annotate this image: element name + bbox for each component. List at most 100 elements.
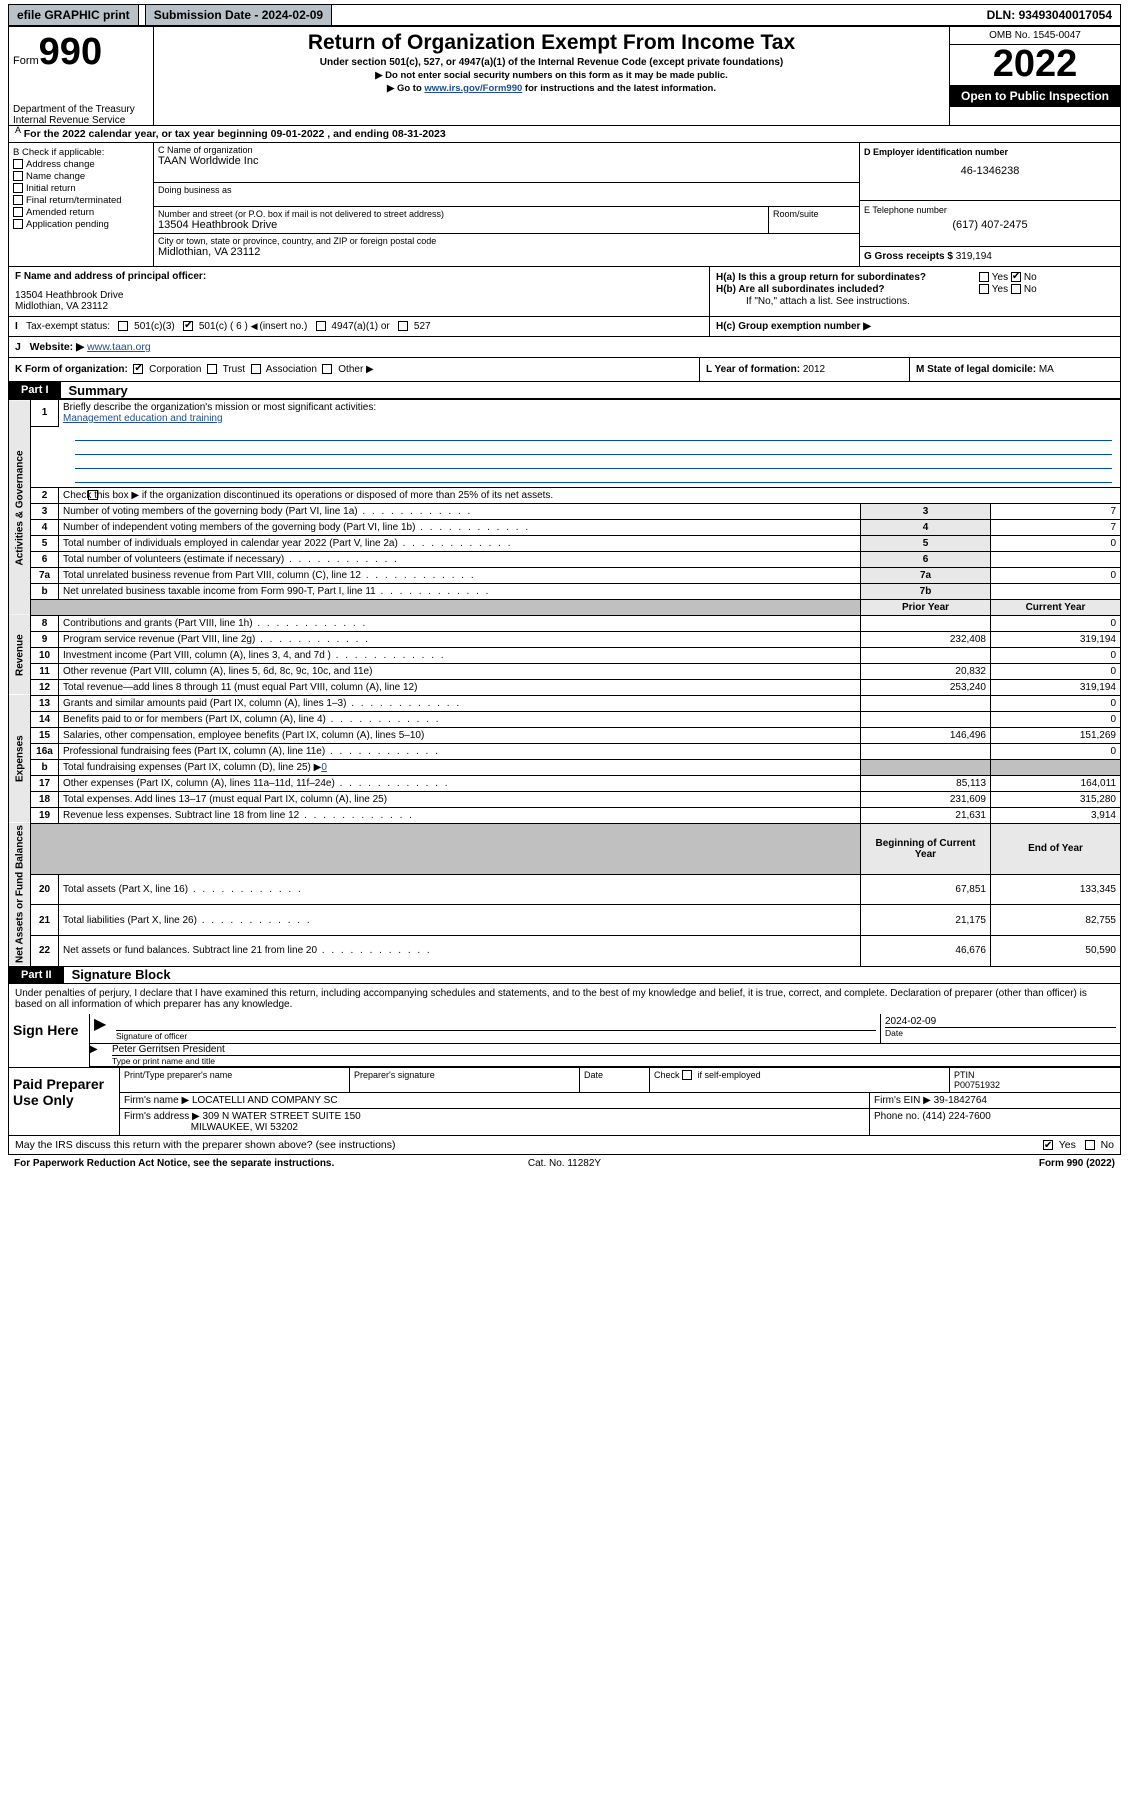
firm-addr2: MILWAUKEE, WI 53202	[191, 1122, 298, 1133]
street-label: Number and street (or P.O. box if mail i…	[158, 209, 764, 219]
ein-val: 46-1346238	[864, 165, 1116, 177]
l12: Total revenue—add lines 8 through 11 (mu…	[59, 679, 861, 695]
form-header: Form990 Department of the Treasury Inter…	[8, 26, 1121, 126]
state-domicile: M State of legal domicile: MA	[910, 358, 1120, 381]
c22: 50,590	[991, 935, 1121, 966]
sign-here-label: Sign Here	[9, 1014, 89, 1067]
col-b-checkboxes: B Check if applicable: Address change Na…	[9, 143, 154, 266]
dba-label: Doing business as	[158, 185, 855, 195]
chk-initial-return[interactable]: Initial return	[13, 183, 149, 194]
m-label: M State of legal domicile:	[916, 364, 1039, 375]
chk-corp[interactable]	[133, 364, 143, 374]
chk-4947[interactable]	[316, 321, 326, 331]
p13	[861, 695, 991, 711]
form-subtitle-1: Under section 501(c), 527, or 4947(a)(1)…	[160, 57, 943, 68]
discuss-yes: Yes	[1059, 1139, 1076, 1151]
chk-address-change[interactable]: Address change	[13, 159, 149, 170]
k-o3: Association	[266, 364, 317, 375]
ftr-left: For Paperwork Reduction Act Notice, see …	[14, 1158, 381, 1169]
chk-final-return[interactable]: Final return/terminated	[13, 195, 149, 206]
p12: 253,240	[861, 679, 991, 695]
firm-ein: Firm's EIN ▶ 39-1842764	[870, 1093, 1120, 1109]
discuss-no: No	[1101, 1139, 1114, 1151]
chk-ha-yes[interactable]	[979, 272, 989, 282]
l16b: Total fundraising expenses (Part IX, col…	[59, 759, 861, 775]
l21: Total liabilities (Part X, line 26)	[59, 905, 861, 936]
l16b-val: 0	[321, 762, 327, 773]
chk-l2[interactable]	[88, 490, 98, 500]
rowa-begin: 09-01-2022	[271, 128, 325, 140]
l14: Benefits paid to or for members (Part IX…	[59, 711, 861, 727]
chk-hb-yes[interactable]	[979, 284, 989, 294]
chk-label-3: Final return/terminated	[26, 195, 122, 206]
chk-501c3[interactable]	[118, 321, 128, 331]
row-j-website: J Website: ▶ www.taan.org	[8, 337, 1121, 358]
chk-discuss-no[interactable]	[1085, 1140, 1095, 1150]
part2-title: Signature Block	[64, 967, 171, 982]
c20: 133,345	[991, 874, 1121, 905]
i-label: Tax-exempt status:	[26, 321, 110, 332]
dln-label: DLN:	[987, 8, 1019, 22]
col-cy: Current Year	[991, 599, 1121, 615]
c16a: 0	[991, 743, 1121, 759]
chk-name-change[interactable]: Name change	[13, 171, 149, 182]
suite-label: Room/suite	[769, 207, 859, 234]
l10: Investment income (Part VIII, column (A)…	[59, 647, 861, 663]
chk-ha-no[interactable]	[1011, 272, 1021, 282]
form-subtitle-2: ▶ Do not enter social security numbers o…	[160, 70, 943, 81]
side-expenses: Expenses	[9, 695, 31, 823]
efile-button[interactable]: efile GRAPHIC print	[9, 5, 139, 25]
col-d-ein-phone: D Employer identification number 46-1346…	[860, 143, 1120, 266]
chk-hb-no[interactable]	[1011, 284, 1021, 294]
chk-other[interactable]	[322, 364, 332, 374]
l16a: Professional fundraising fees (Part IX, …	[59, 743, 861, 759]
chk-application-pending[interactable]: Application pending	[13, 219, 149, 230]
l1-value: Management education and training	[63, 413, 1116, 424]
l2: Check this box ▶ if the organization dis…	[59, 487, 1121, 503]
chk-amended-return[interactable]: Amended return	[13, 207, 149, 218]
row-klm: K Form of organization: Corporation Trus…	[8, 358, 1121, 382]
p19: 21,631	[861, 807, 991, 823]
irs-link[interactable]: www.irs.gov/Form990	[424, 83, 522, 94]
c15: 151,269	[991, 727, 1121, 743]
l8: Contributions and grants (Part VIII, lin…	[59, 615, 861, 631]
chk-assoc[interactable]	[251, 364, 261, 374]
l7a: Total unrelated business revenue from Pa…	[59, 567, 861, 583]
c10: 0	[991, 647, 1121, 663]
form-subtitle-3: ▶ Go to www.irs.gov/Form990 for instruct…	[160, 83, 943, 94]
chk-discuss-yes[interactable]	[1043, 1140, 1053, 1150]
chk-label-0: Address change	[26, 159, 95, 170]
subdate-value: 2024-02-09	[262, 8, 323, 22]
b-label: B Check if applicable:	[13, 147, 149, 158]
v5: 0	[991, 535, 1121, 551]
paid-label: Paid Preparer Use Only	[9, 1068, 119, 1135]
col-c-name-address: C Name of organization TAAN Worldwide In…	[154, 143, 860, 266]
gross-val: 319,194	[956, 251, 992, 262]
sig-name-label: Type or print name and title	[112, 1055, 1120, 1066]
sig-date: 2024-02-09	[885, 1016, 1116, 1027]
p11: 20,832	[861, 663, 991, 679]
chk-527[interactable]	[398, 321, 408, 331]
part1-header: Part I Summary	[8, 382, 1121, 399]
firm-address: Firm's address ▶ 309 N WATER STREET SUIT…	[120, 1109, 870, 1135]
l15: Salaries, other compensation, employee b…	[59, 727, 861, 743]
k-o4: Other ▶	[338, 364, 373, 375]
form-of-org: K Form of organization: Corporation Trus…	[9, 358, 700, 381]
p21: 21,175	[861, 905, 991, 936]
c17: 164,011	[991, 775, 1121, 791]
city-val: Midlothian, VA 23112	[158, 246, 855, 258]
l13: Grants and similar amounts paid (Part IX…	[59, 695, 861, 711]
entity-block: B Check if applicable: Address change Na…	[8, 143, 1121, 267]
chk-501c[interactable]	[183, 321, 193, 331]
chk-self-employed[interactable]	[682, 1070, 692, 1080]
p22: 46,676	[861, 935, 991, 966]
p14	[861, 711, 991, 727]
firm-addr1: 309 N WATER STREET SUITE 150	[203, 1111, 361, 1122]
chk-trust[interactable]	[207, 364, 217, 374]
gross-label: G Gross receipts $	[864, 251, 956, 262]
ftr-right: Form 990 (2022)	[748, 1158, 1115, 1169]
col-boy: Beginning of Current Year	[861, 823, 991, 874]
website-link[interactable]: www.taan.org	[87, 341, 151, 353]
chk-label-1: Name change	[26, 171, 85, 182]
summary-table: Activities & Governance 1 Briefly descri…	[8, 399, 1121, 967]
